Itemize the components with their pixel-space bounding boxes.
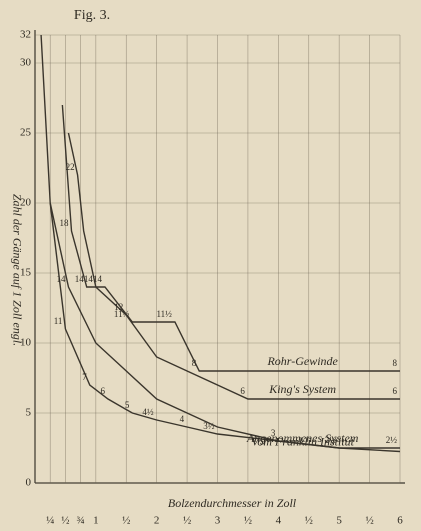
x-tick-label: 2 — [154, 515, 160, 527]
chart-title: Fig. 3. — [74, 8, 110, 23]
y-tick-label: 25 — [20, 127, 32, 139]
data-label: 3 — [271, 428, 276, 438]
y-tick-label: 20 — [20, 197, 32, 209]
data-label: 12 — [114, 302, 123, 312]
series-name: Angenommenes System — [246, 431, 359, 445]
data-label: 7 — [82, 372, 87, 382]
data-label: 14 — [75, 274, 85, 284]
x-tick-label: ¾ — [77, 515, 85, 527]
x-tick-label: 3 — [215, 515, 221, 527]
data-label: 8 — [393, 358, 398, 368]
data-label: 11½ — [156, 309, 172, 319]
x-tick-label: 1 — [93, 515, 99, 527]
series-line — [67, 132, 400, 400]
data-label: 8 — [192, 358, 197, 368]
x-tick-label: ¼ — [46, 515, 54, 527]
data-label: 3½ — [203, 421, 215, 431]
data-label: 11½ — [114, 309, 130, 319]
series-name: King's System — [268, 382, 336, 396]
series-name: Vom Franklin Institut — [251, 434, 354, 448]
x-tick-label: 4 — [276, 515, 282, 527]
y-tick-label: 10 — [20, 337, 32, 349]
x-axis-label: Bolzendurchmesser in Zoll — [168, 496, 297, 510]
data-label: 22 — [66, 162, 75, 172]
x-tick-label: ½ — [122, 515, 130, 527]
data-label: 18 — [60, 218, 70, 228]
y-tick-label: 15 — [20, 267, 32, 279]
x-tick-label: ½ — [61, 515, 69, 527]
data-label: 6 — [393, 386, 398, 396]
data-label: 6 — [240, 386, 245, 396]
series-name: Rohr-Gewinde — [266, 354, 338, 368]
data-label: 14 — [56, 274, 66, 284]
data-label: 5 — [125, 400, 130, 410]
y-axis-label: Zahl der Gänge auf 1 Zoll engl. — [10, 194, 24, 346]
data-label: 2½ — [325, 435, 337, 445]
data-label: 4½ — [142, 407, 154, 417]
y-tick-label: 32 — [20, 29, 31, 41]
series-line — [40, 34, 400, 449]
data-label: 6 — [101, 386, 106, 396]
data-label: 2½ — [386, 435, 398, 445]
x-tick-label: 6 — [397, 515, 403, 527]
y-tick-label: 5 — [26, 407, 32, 419]
y-tick-label: 30 — [20, 57, 32, 69]
data-label: 4 — [180, 414, 185, 424]
x-tick-label: ½ — [365, 515, 373, 527]
data-label: 14 — [84, 274, 94, 284]
series-line — [61, 104, 400, 372]
data-label: 14 — [93, 274, 103, 284]
data-label: 11 — [54, 316, 63, 326]
x-tick-label: ½ — [305, 515, 313, 527]
x-tick-label: ½ — [183, 515, 191, 527]
x-tick-label: 5 — [336, 515, 342, 527]
x-tick-label: ½ — [244, 515, 252, 527]
y-tick-label: 0 — [26, 477, 32, 489]
